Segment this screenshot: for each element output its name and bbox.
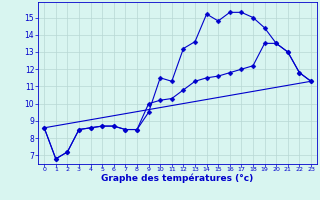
X-axis label: Graphe des températures (°c): Graphe des températures (°c) xyxy=(101,174,254,183)
